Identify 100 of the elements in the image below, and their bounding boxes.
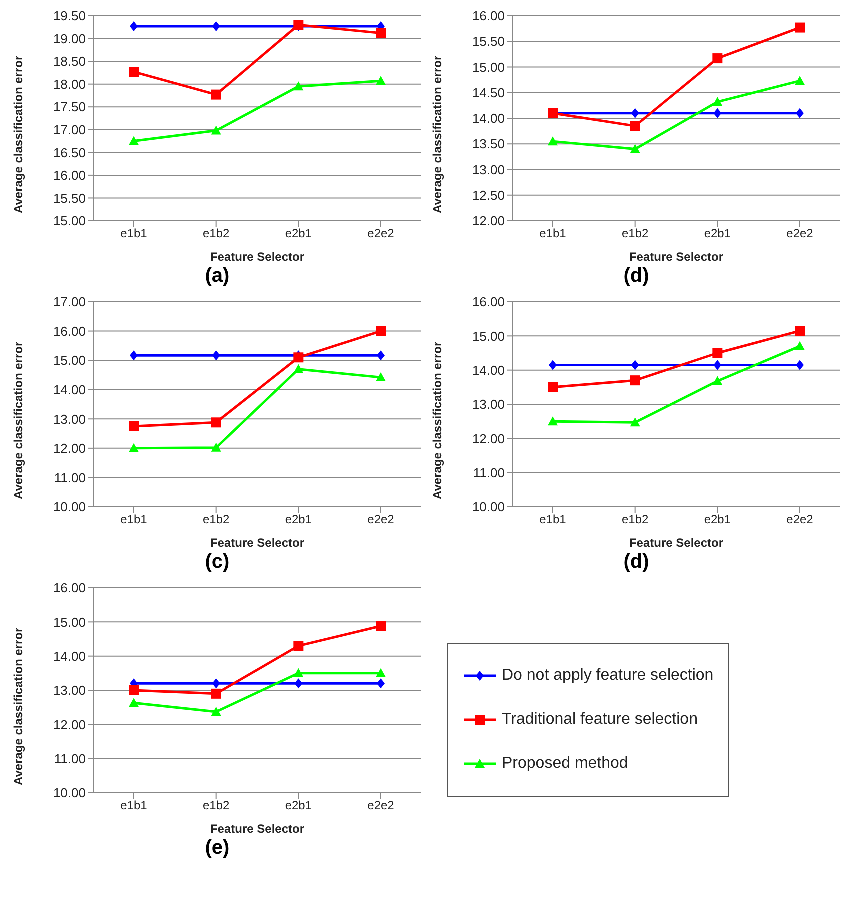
x-tick-label: e1b2 xyxy=(202,512,230,527)
x-tick-label: e1b1 xyxy=(120,226,148,241)
point xyxy=(130,21,138,32)
point xyxy=(631,360,640,370)
point xyxy=(548,382,558,392)
x-axis-title: Feature Selector xyxy=(210,536,305,550)
x-axis-title: Feature Selector xyxy=(210,822,305,836)
point xyxy=(129,686,139,696)
point xyxy=(630,376,640,386)
point xyxy=(795,76,805,86)
y-tick-label: 19.00 xyxy=(53,31,86,46)
point xyxy=(376,668,386,678)
y-tick-label: 15.00 xyxy=(472,60,505,75)
point xyxy=(212,678,220,689)
x-tick-label: e1b1 xyxy=(120,798,148,813)
point xyxy=(714,360,722,370)
x-tick-label: e1b1 xyxy=(540,226,567,241)
legend-label: Do not apply feature selection xyxy=(502,667,714,685)
x-tick-label: e2e2 xyxy=(786,226,814,241)
point xyxy=(549,360,557,370)
y-tick-label: 16.00 xyxy=(53,168,86,184)
y-tick-label: 15.00 xyxy=(472,328,505,344)
x-tick-label: e2e2 xyxy=(368,226,395,241)
x-tick-label: e2b1 xyxy=(285,798,312,813)
point xyxy=(129,136,139,146)
point xyxy=(796,360,804,370)
point xyxy=(212,350,220,361)
text: (e) xyxy=(204,837,231,860)
text: (c) xyxy=(204,551,231,574)
y-tick-label: 11.00 xyxy=(54,751,86,766)
point xyxy=(377,678,385,689)
point xyxy=(129,67,139,78)
y-tick-label: 13.00 xyxy=(472,162,505,178)
y-tick-label: 16.00 xyxy=(53,580,86,596)
point xyxy=(630,144,640,154)
y-tick-label: 10.00 xyxy=(53,500,86,515)
point xyxy=(376,76,386,86)
point xyxy=(211,90,222,100)
point xyxy=(712,348,723,358)
x-tick-label: e1b2 xyxy=(202,226,230,241)
text: (d) xyxy=(622,551,650,574)
point xyxy=(211,418,222,428)
point xyxy=(796,108,804,118)
point xyxy=(377,350,385,361)
point xyxy=(712,97,723,106)
y-tick-label: 16.00 xyxy=(472,294,505,310)
point xyxy=(548,416,558,426)
x-tick-label: e2b1 xyxy=(285,226,312,241)
point xyxy=(211,688,222,699)
y-tick-label: 17.00 xyxy=(53,122,86,138)
x-tick-label: e2b1 xyxy=(704,512,732,527)
x-axis-title: Feature Selector xyxy=(629,250,724,264)
point xyxy=(630,121,640,132)
point xyxy=(795,341,805,350)
y-tick-label: 14.00 xyxy=(53,648,86,664)
x-tick-label: e1b1 xyxy=(540,512,567,527)
point xyxy=(212,21,220,32)
y-axis-title: Average classification error xyxy=(11,56,26,214)
point xyxy=(294,668,304,678)
point xyxy=(130,350,138,361)
y-tick-label: 14.00 xyxy=(472,362,505,378)
y-tick-label: 18.50 xyxy=(53,54,86,70)
point xyxy=(129,443,139,452)
x-axis-title: Feature Selector xyxy=(629,536,724,550)
point xyxy=(294,82,304,91)
point xyxy=(712,54,723,64)
x-axis-title: Feature Selector xyxy=(210,250,305,264)
point xyxy=(294,641,304,652)
y-tick-label: 12.00 xyxy=(53,441,86,456)
y-tick-label: 15.50 xyxy=(472,34,505,50)
y-axis-title: Average classification error xyxy=(11,628,26,786)
y-tick-label: 16.50 xyxy=(53,145,86,160)
point xyxy=(129,421,139,432)
x-tick-label: e2e2 xyxy=(368,798,395,813)
y-tick-label: 15.00 xyxy=(53,353,86,368)
x-tick-label: e1b1 xyxy=(120,512,148,527)
x-tick-label: e2b1 xyxy=(285,512,312,527)
y-axis-title: Average classification error xyxy=(430,342,444,500)
point xyxy=(211,442,222,452)
point xyxy=(631,108,640,118)
x-tick-label: e2e2 xyxy=(786,512,814,527)
point xyxy=(714,108,722,118)
point xyxy=(548,136,558,146)
legend-label: Proposed method xyxy=(502,755,628,773)
legend-label: Traditional feature selection xyxy=(502,711,698,729)
point xyxy=(376,372,386,382)
point xyxy=(795,22,805,33)
text: (a) xyxy=(204,265,231,288)
x-tick-label: e1b2 xyxy=(202,798,230,813)
y-tick-label: 14.00 xyxy=(472,111,505,126)
y-tick-label: 13.00 xyxy=(472,397,505,412)
y-tick-label: 13.00 xyxy=(53,683,86,698)
y-tick-label: 12.00 xyxy=(53,717,86,732)
point xyxy=(129,698,139,708)
y-tick-label: 19.50 xyxy=(53,8,86,24)
y-tick-label: 12.00 xyxy=(472,431,505,446)
y-tick-label: 18.00 xyxy=(53,76,86,92)
y-tick-label: 12.50 xyxy=(472,188,505,203)
y-tick-label: 14.00 xyxy=(53,382,86,398)
point xyxy=(294,678,303,689)
